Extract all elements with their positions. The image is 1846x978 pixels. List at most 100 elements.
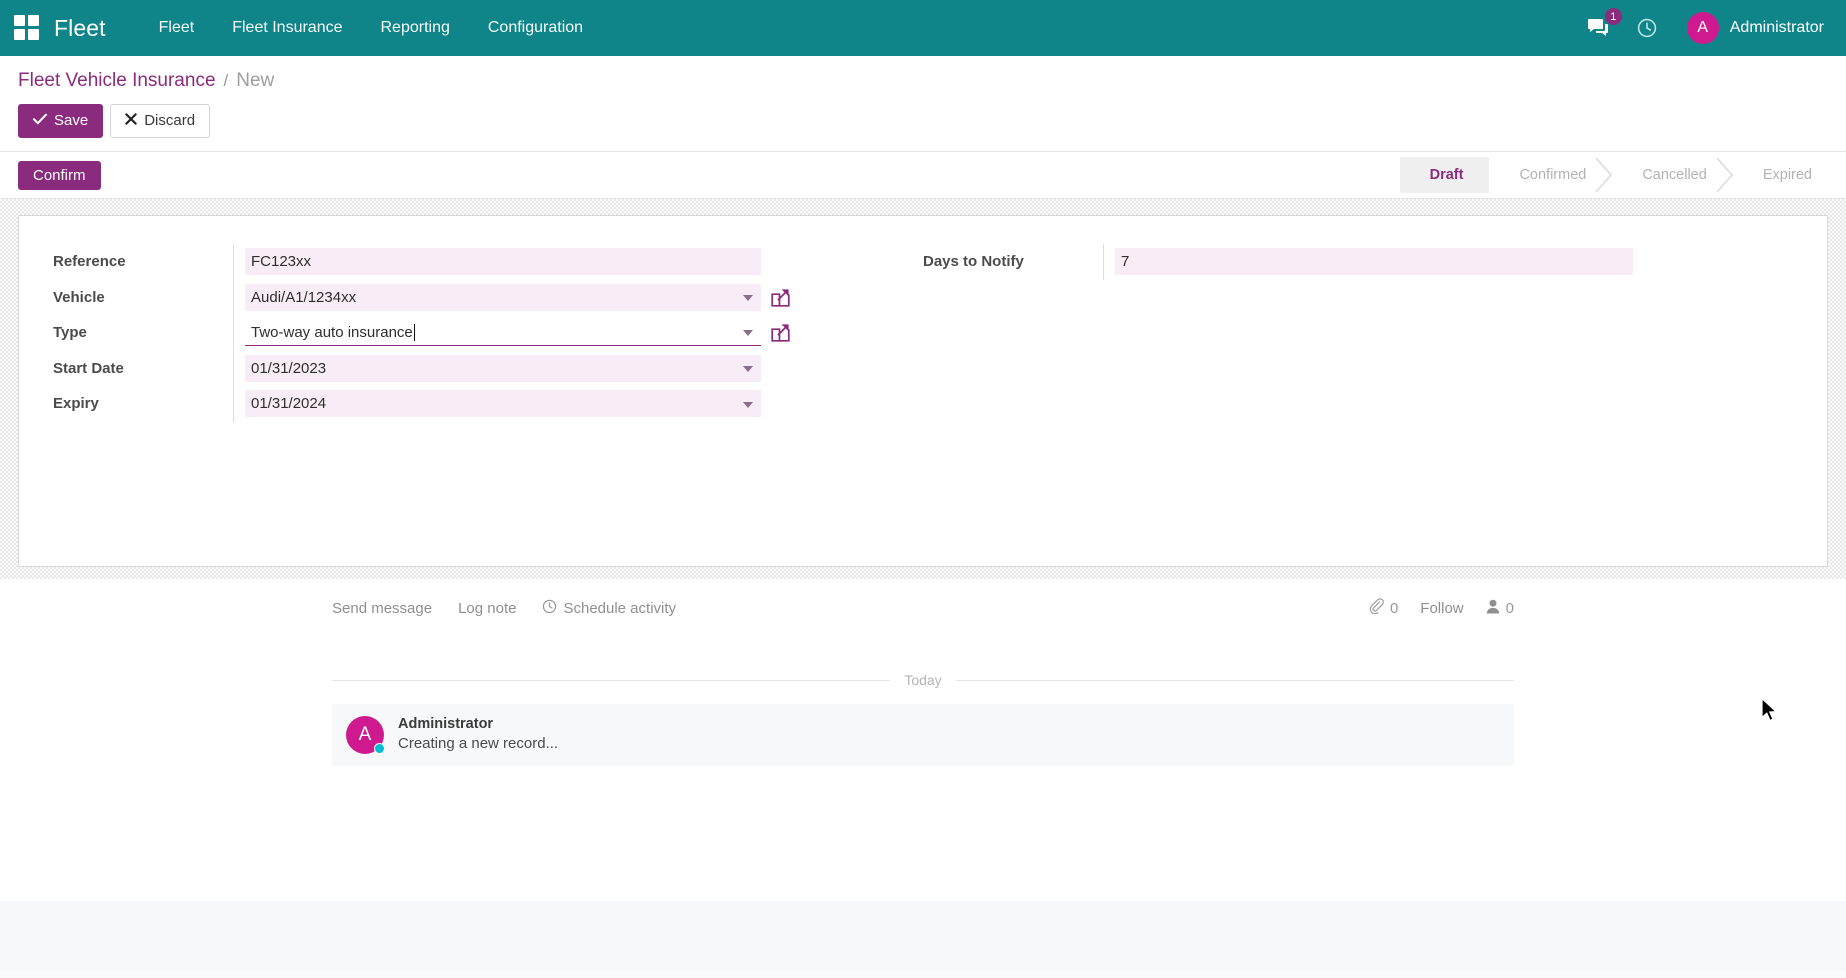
apps-grid-square [14,15,25,26]
menu-configuration[interactable]: Configuration [487,19,584,36]
message-body: Creating a new record... [398,735,559,752]
chatter-right-tools: 0 Follow 0 [1368,598,1514,618]
field-vehicle: Vehicle Audi/A1/1234xx [53,279,903,315]
followers-count-value: 0 [1505,599,1514,617]
date-separator-line [332,679,891,681]
breadcrumb-current: New [236,70,275,91]
attachment-count-value: 0 [1389,599,1399,617]
menu-reporting[interactable]: Reporting [380,19,450,36]
discard-button-label: Discard [144,112,196,129]
followers-count[interactable]: 0 [1486,599,1514,618]
breadcrumb-separator: / [223,71,229,90]
text-cursor [413,323,415,341]
type-input-text: Two-way auto insurance [251,323,413,341]
apps-grid-square [28,29,39,40]
field-type-label: Type [53,324,87,342]
breadcrumb-root[interactable]: Fleet Vehicle Insurance [18,70,216,91]
chevron-down-icon[interactable] [743,401,753,408]
schedule-activity-label: Schedule activity [563,599,677,617]
messages-icon[interactable]: 1 [1585,8,1622,42]
check-icon [32,112,48,130]
status-step-expired[interactable]: Expired [1733,157,1838,193]
field-start-date: Start Date 01/31/2023 [53,350,903,386]
field-reference-value: FC123xx [233,244,903,280]
status-step-draft-label: Draft [1429,167,1464,183]
expiry-input-text: 01/31/2024 [251,395,327,413]
form-column-left: Reference FC123xx Vehicle Audi/A1/1234xx [53,244,923,422]
app-brand-fleet[interactable]: Fleet [54,14,106,41]
field-type: Type Two-way auto insurance [53,315,903,351]
start-date-input[interactable]: 01/31/2023 [245,354,761,382]
top-navbar: Fleet Fleet Fleet Insurance Reporting Co… [0,0,1846,56]
chevron-right-icon [1716,157,1734,193]
field-vehicle-value: Audi/A1/1234xx [233,279,903,315]
avatar: A [1686,12,1719,44]
form-columns: Reference FC123xx Vehicle Audi/A1/1234xx [53,244,1793,422]
navbar-right-tools: 1 A Administrator [1585,8,1824,44]
type-input[interactable]: Two-way auto insurance [245,319,761,347]
chevron-down-icon[interactable] [743,366,753,373]
online-status-dot [374,743,385,754]
apps-grid-icon[interactable] [14,15,40,41]
chevron-right-icon [1472,157,1490,193]
date-separator-line [955,679,1515,681]
days-to-notify-input-text: 7 [1121,253,1130,271]
field-type-value: Two-way auto insurance [233,315,903,351]
save-button[interactable]: Save [18,104,104,138]
sheet-background: Reference FC123xx Vehicle Audi/A1/1234xx [0,199,1846,579]
save-button-label: Save [54,112,89,129]
field-days-to-notify-label: Days to Notify [923,253,1024,271]
days-to-notify-input[interactable]: 7 [1115,248,1633,276]
message-item: A Administrator Creating a new record... [332,704,1514,766]
form-sheet: Reference FC123xx Vehicle Audi/A1/1234xx [18,215,1828,567]
menu-fleet[interactable]: Fleet [158,19,195,36]
chatter-toolbar: Send message Log note Schedule activity [332,595,1514,632]
field-days-to-notify-value: 7 [1103,244,1773,280]
log-note-button[interactable]: Log note [458,599,517,617]
chatter-inner: Send message Log note Schedule activity [332,595,1515,766]
message-content: Administrator Creating a new record... [398,716,558,754]
control-panel: Fleet Vehicle Insurance / New Save Disca… [0,56,1846,199]
status-step-draft[interactable]: Draft [1399,157,1490,193]
user-menu[interactable]: A Administrator [1681,12,1824,44]
status-step-confirmed-label: Confirmed [1519,167,1587,183]
discard-button[interactable]: Discard [110,104,211,138]
schedule-activity-button[interactable]: Schedule activity [542,599,676,618]
status-bar: Draft Confirmed Cancelled [1399,157,1846,193]
status-step-cancelled[interactable]: Cancelled [1612,157,1733,193]
vehicle-input-text: Audi/A1/1234xx [251,288,357,306]
user-icon [1486,599,1500,618]
field-days-to-notify: Days to Notify 7 [923,244,1773,280]
status-step-confirmed[interactable]: Confirmed [1489,157,1613,193]
chevron-down-icon[interactable] [743,330,753,337]
breadcrumb: Fleet Vehicle Insurance / New [18,70,1828,92]
record-actions: Save Discard [18,104,1828,151]
field-reference: Reference FC123xx [53,244,903,280]
attachment-count[interactable]: 0 [1368,598,1398,618]
vehicle-input[interactable]: Audi/A1/1234xx [245,283,761,311]
clock-icon[interactable] [1633,14,1661,42]
close-icon [125,112,137,130]
type-external-link-icon[interactable] [770,322,791,343]
clock-icon [542,599,557,618]
expiry-input[interactable]: 01/31/2024 [245,390,761,418]
avatar-initial: A [358,724,372,745]
vehicle-external-link-icon[interactable] [770,287,791,308]
send-message-button[interactable]: Send message [332,599,433,617]
confirm-button[interactable]: Confirm [18,160,101,190]
start-date-input-text: 01/31/2023 [251,359,327,377]
follow-button[interactable]: Follow [1420,599,1464,617]
status-line: Confirm Draft Confirmed Cance [0,151,1846,199]
chevron-right-icon [1595,157,1613,193]
field-expiry: Expiry 01/31/2024 [53,386,903,422]
messages-count-badge: 1 [1604,8,1622,25]
reference-input[interactable]: FC123xx [245,248,761,276]
apps-grid-square [28,15,39,26]
message-author: Administrator [398,716,494,732]
menu-fleet-insurance[interactable]: Fleet Insurance [232,19,343,36]
field-start-date-label: Start Date [53,359,124,377]
field-expiry-label: Expiry [53,395,99,413]
date-separator-label: Today [904,672,942,688]
field-reference-label: Reference [53,253,126,271]
chevron-down-icon[interactable] [743,295,753,302]
